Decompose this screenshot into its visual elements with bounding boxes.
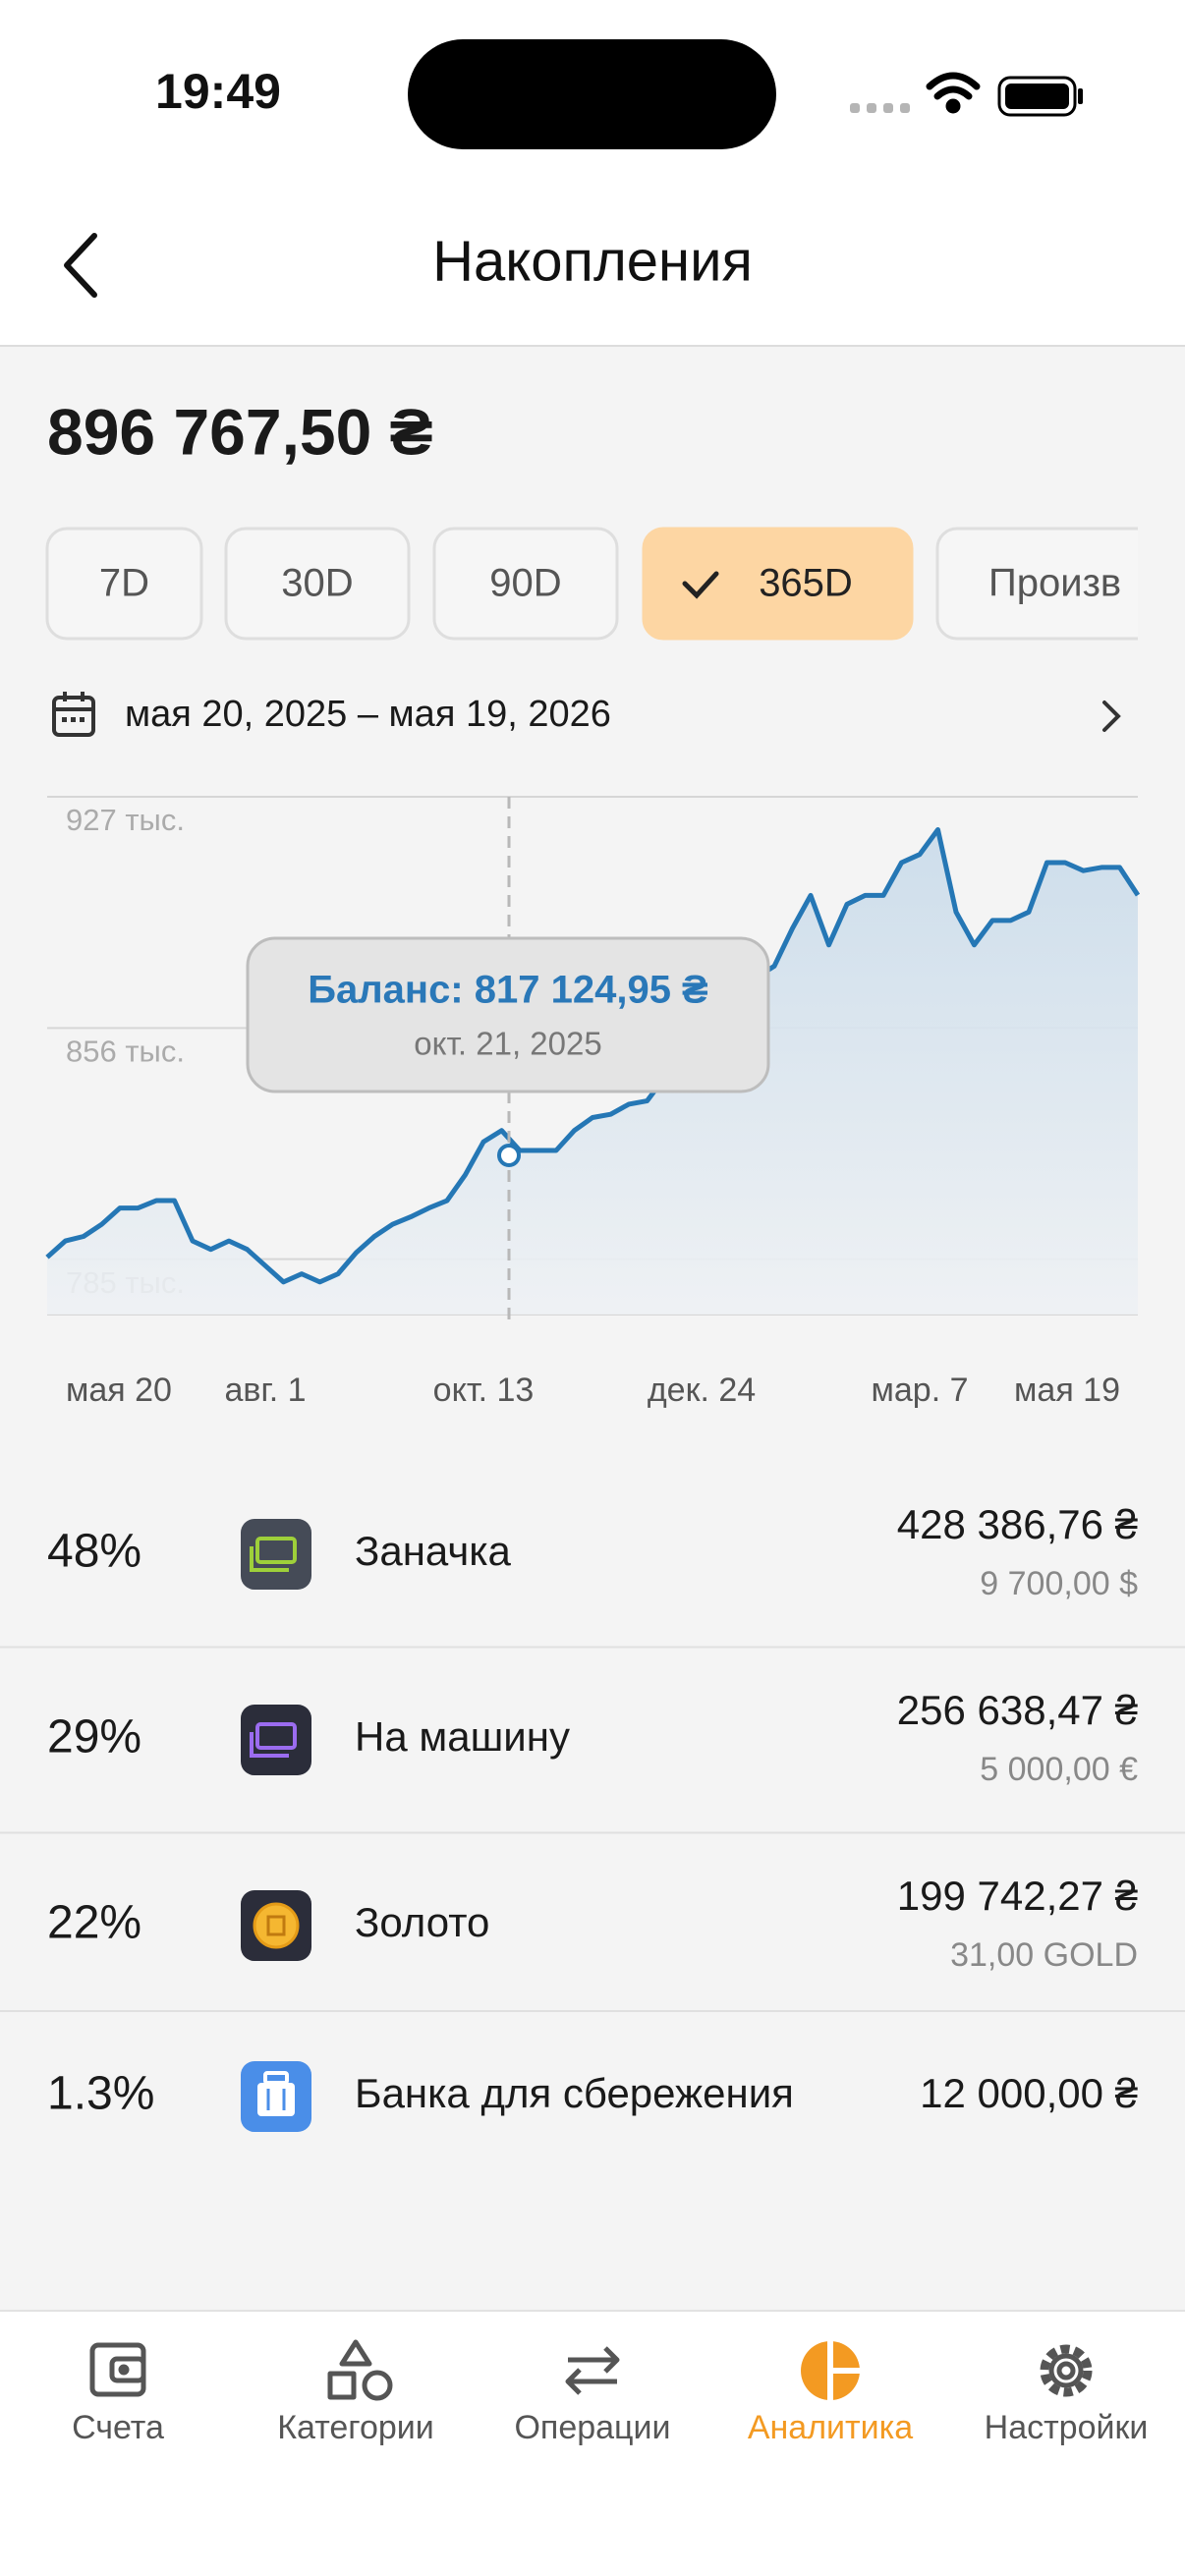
period-label: 7D <box>99 562 149 605</box>
period-chip[interactable] <box>935 527 1185 641</box>
account-secondary: 5 000,00 € <box>980 1751 1138 1788</box>
period-chip[interactable] <box>45 527 203 641</box>
x-tick-label: дек. 24 <box>648 1372 756 1409</box>
x-tick-label: мая 19 <box>1014 1372 1120 1409</box>
signal <box>850 103 910 113</box>
balance-area <box>47 829 1138 1315</box>
icon-jar-top <box>263 2071 289 2085</box>
icon-cash <box>255 1722 297 1750</box>
dynamic-island <box>408 39 776 149</box>
account-amount: 256 638,47 ₴ <box>897 1687 1139 1733</box>
wifi <box>926 72 981 114</box>
y-tick-label: 927 тыс. <box>66 803 185 837</box>
account-row[interactable]: 1.3% Банка для сбережения 12 000,00 ₴ <box>47 2061 1139 2132</box>
y-tick-label: 856 тыс. <box>66 1035 185 1069</box>
period-label: Произв <box>988 562 1121 605</box>
icon-coin-mark <box>266 1915 286 1936</box>
account-share: 48% <box>47 1526 141 1578</box>
account-amount: 12 000,00 ₴ <box>920 2070 1139 2116</box>
period-chip[interactable] <box>432 527 619 641</box>
balance-line <box>45 827 1141 1285</box>
status-time: 19:49 <box>155 64 281 119</box>
account-share: 22% <box>47 1897 141 1949</box>
tab-icons <box>89 2339 1093 2401</box>
tooltip-date: окт. 21, 2025 <box>414 1026 601 1062</box>
account-row[interactable]: 48% Заначка 428 386,76 ₴ 9 700,00 $ <box>47 1501 1139 1602</box>
cursor-point <box>497 1144 521 1167</box>
total-balance: 896 767,50 ₴ <box>47 395 433 468</box>
icon-analytics <box>801 2341 860 2400</box>
account-name: Заначка <box>355 1528 512 1574</box>
account-share: 29% <box>47 1711 141 1764</box>
period-label: 30D <box>281 562 353 605</box>
period-label: 90D <box>489 562 561 605</box>
icon-cash <box>255 1537 297 1564</box>
account-list: 48% Заначка 428 386,76 ₴ 9 700,00 $ 29% На ма… <box>0 1501 1185 2132</box>
back-button[interactable] <box>64 233 97 298</box>
period-chip[interactable] <box>642 527 914 641</box>
icon-categories <box>327 2339 393 2401</box>
account-share: 1.3% <box>47 2068 154 2120</box>
account-name: Золото <box>355 1899 489 1945</box>
date-range[interactable]: мая 20, 2025 – мая 19, 2026 <box>125 694 611 735</box>
period-chip[interactable] <box>224 527 411 641</box>
period-chips: 7D 30D 90D 365D Произв <box>45 527 1185 641</box>
account-name: На машину <box>355 1713 570 1760</box>
icon-jar-lines <box>266 2089 286 2110</box>
calendar-icon <box>52 692 95 737</box>
account-amount: 428 386,76 ₴ <box>897 1501 1139 1547</box>
tab-label[interactable]: Аналитика <box>748 2409 913 2446</box>
icon-jar <box>257 2083 295 2116</box>
period-label: 365D <box>759 562 853 605</box>
account-row[interactable]: 22% Золото 199 742,27 ₴ 31,00 GOLD <box>47 1873 1139 1974</box>
x-tick-label: авг. 1 <box>224 1372 306 1409</box>
tab-label[interactable]: Категории <box>277 2409 434 2446</box>
icon-operations <box>565 2346 620 2395</box>
icon-cash-back <box>250 1546 289 1572</box>
page-title: Накопления <box>432 229 753 293</box>
x-tick-label: мар. 7 <box>872 1372 969 1409</box>
tab-label[interactable]: Операции <box>514 2409 670 2446</box>
battery <box>997 76 1083 117</box>
icon-accounts <box>89 2342 146 2397</box>
icon-cash-back <box>250 1732 289 1758</box>
tab-labels: Счета Категории Операции Аналитика Настройки <box>72 2409 1148 2446</box>
icon-settings <box>1040 2344 1093 2397</box>
account-secondary: 31,00 GOLD <box>950 1936 1138 1974</box>
next-range[interactable] <box>1102 700 1121 732</box>
tab-label[interactable]: Счета <box>72 2409 164 2446</box>
x-tick-label: мая 20 <box>66 1372 172 1409</box>
tooltip-title: Баланс: 817 124,95 ₴ <box>308 969 707 1012</box>
account-secondary: 9 700,00 $ <box>980 1565 1138 1602</box>
account-amount: 199 742,27 ₴ <box>897 1873 1139 1919</box>
tab-label[interactable]: Настройки <box>985 2409 1149 2446</box>
icon-coin <box>253 1902 300 1949</box>
check-mark <box>682 571 719 599</box>
account-name: Банка для сбережения <box>355 2070 794 2116</box>
account-row[interactable]: 29% На машину 256 638,47 ₴ 5 000,00 € <box>47 1687 1139 1788</box>
tooltip <box>246 936 770 1093</box>
tab-bar-bg <box>0 2311 1185 2576</box>
x-tick-label: окт. 13 <box>433 1372 535 1409</box>
